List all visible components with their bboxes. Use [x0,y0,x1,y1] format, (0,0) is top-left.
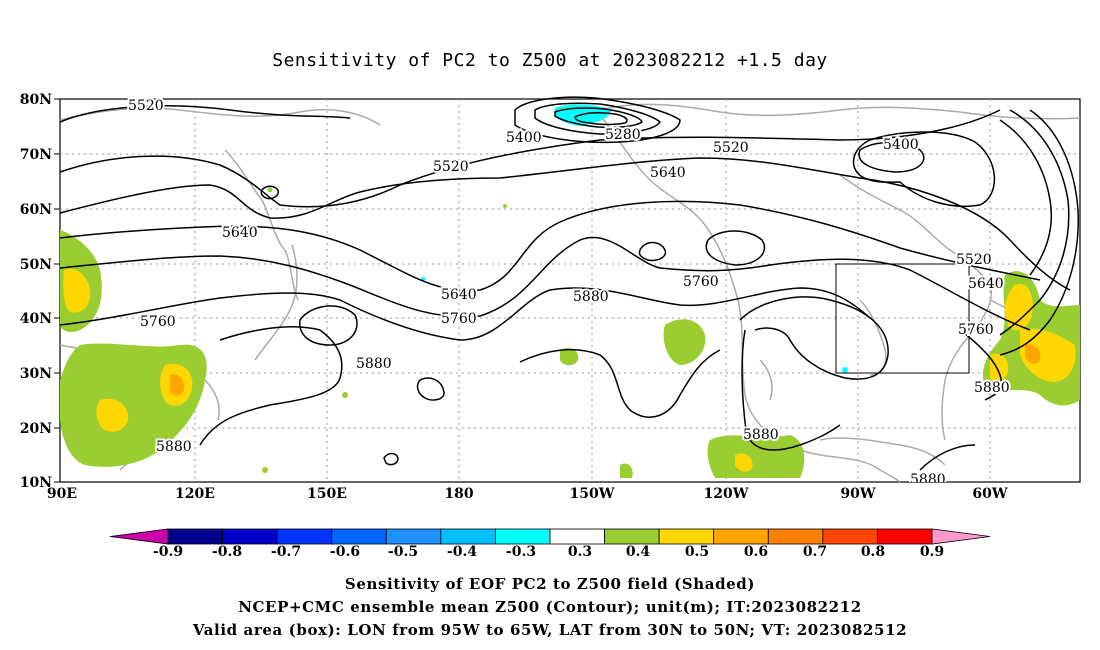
colorbar-segment [713,528,769,545]
contour-label: 5640 [222,225,258,241]
contour-label: 5520 [128,98,164,114]
colorbar-segment [495,528,551,545]
colorbar-label: 0.8 [861,544,885,560]
grid-lines [60,99,1080,482]
lon-tick-label: 120E [175,486,215,502]
contour-label: 5520 [713,140,749,156]
colorbar-label: 0.5 [685,544,709,560]
lon-tick-label: 90W [840,486,875,502]
contour-label: 5760 [441,311,477,327]
shaded-fields [60,104,1080,478]
caption-line-3: Valid area (box): LON from 95W to 65W, L… [192,621,908,639]
lat-tick-marks [54,98,60,483]
contour-label: 5760 [683,274,719,290]
colorbar-left-arrow [109,528,169,545]
lon-tick-label: 180 [444,486,473,502]
lon-tick-label: 60W [972,486,1007,502]
lon-tick-label: 150W [570,486,615,502]
colorbar-segment [877,528,933,545]
colorbar-segment [549,528,605,545]
contour-label: 5760 [958,322,994,338]
colorbar-segment [658,528,715,545]
colorbar-segment [331,528,387,545]
lat-tick-label: 80N [20,92,52,108]
contour-label: 5880 [573,289,609,305]
caption-line-2: NCEP+CMC ensemble mean Z500 (Contour); u… [238,598,862,616]
lat-tick-label: 20N [20,421,52,437]
lon-axis: 90E 120E 150E 180 150W 120W 90W 60W [47,486,1008,502]
colorbar-right-arrow [931,528,991,545]
colorbar-label: -0.4 [447,544,477,560]
contour-label: 5520 [956,252,992,268]
colorbar-segment [276,528,333,545]
colorbar-segment [385,528,442,545]
colorbar-label: 0.7 [803,544,827,560]
colorbar-segment [222,528,278,545]
contour-label: 5400 [883,137,919,153]
lon-tick-label: 90E [47,486,77,502]
lat-tick-label: 50N [20,257,52,273]
lat-tick-label: 40N [20,311,52,327]
colorbar-segment [440,528,496,545]
contour-label: 5280 [605,127,641,143]
contour-label: 5880 [743,427,779,443]
colorbar-label: 0.9 [920,544,944,560]
lat-axis: 80N 70N 60N 50N 40N 30N 20N 10N [20,92,52,491]
valid-area-box [835,263,970,374]
colorbar-label: 0.6 [744,544,768,560]
contour-label: 5640 [650,165,686,181]
colorbar-labels: -0.9 -0.8 -0.7 -0.6 -0.5 -0.4 -0.3 0.3 0… [153,544,944,560]
lat-tick-label: 60N [20,202,52,218]
contour-label: 5640 [968,276,1004,292]
lat-tick-label: 30N [20,366,52,382]
colorbar-segment [604,528,660,545]
colorbar-label: 0.4 [626,544,651,560]
contour-label: 5760 [140,314,176,330]
contour-label: 5400 [506,130,542,146]
colorbar-segment [167,528,223,545]
contour-label: 5520 [433,159,469,175]
colorbar-label: -0.7 [271,544,301,560]
contours [59,96,1079,471]
colorbar-label: -0.6 [330,544,360,560]
chart-title: Sensitivity of PC2 to Z500 at 2023082212… [272,50,828,71]
colorbar-segment [767,528,824,545]
colorbar [109,528,991,545]
colorbar-segment [822,528,878,545]
contour-label: 5880 [910,472,946,488]
contour-label: 5880 [974,380,1010,396]
colorbar-label: -0.9 [153,544,183,560]
lon-tick-label: 150E [307,486,347,502]
contour-label: 5880 [156,439,192,455]
lat-tick-label: 10N [20,475,52,491]
caption-line-1: Sensitivity of EOF PC2 to Z500 field (Sh… [344,575,756,593]
colorbar-label: -0.5 [388,544,418,560]
contour-label: 5880 [356,356,392,372]
lat-tick-label: 70N [20,147,52,163]
lon-tick-label: 120W [704,486,749,502]
contour-labels: 5520 5400 5280 5520 5400 5520 5640 5640 … [126,96,1012,488]
colorbar-label: 0.3 [568,544,592,560]
colorbar-label: -0.3 [506,544,536,560]
colorbar-label: -0.8 [212,544,242,560]
map-frame [59,98,1081,483]
contour-label: 5640 [441,287,477,303]
